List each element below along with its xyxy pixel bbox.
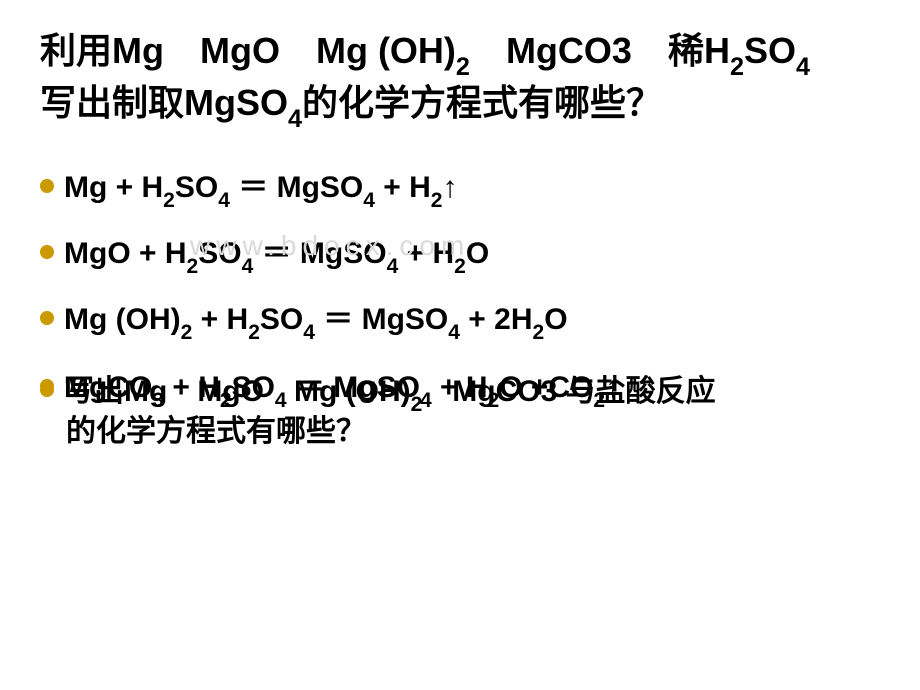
equation-row: Mg (OH)2 + H2SO4 ＝ MgSO4 + 2H2O	[40, 294, 880, 342]
equation-row: MgO + H2SO4 ＝ MgSO4 + H2Owww.bdocx.com	[40, 228, 880, 276]
watermark-text: www.bdocx.com	[190, 230, 470, 262]
bullet-icon	[40, 245, 54, 259]
bullet-icon	[40, 311, 54, 325]
equation-text: Mg (OH)2 + H2SO4 ＝ MgSO4 + 2H2O	[64, 294, 568, 342]
overlap-block: MgCO3 + H2SO4 ＝ MgSO4 + H2O +CO2↑ 写出Mg M…	[40, 362, 880, 452]
overlap-text: 的化学方程式有哪些？	[66, 406, 366, 450]
equation-text: Mg + H2SO4 ＝ MgSO4 + H2↑	[64, 162, 457, 210]
equation-row: Mg + H2SO4 ＝ MgSO4 + H2↑	[40, 162, 880, 210]
bullet-icon	[40, 383, 54, 397]
bullet-icon	[40, 179, 54, 193]
slide-title: 利用Mg MgO Mg (OH)2 MgCO3 稀H2SO4 写出制取MgSO4…	[40, 28, 880, 132]
